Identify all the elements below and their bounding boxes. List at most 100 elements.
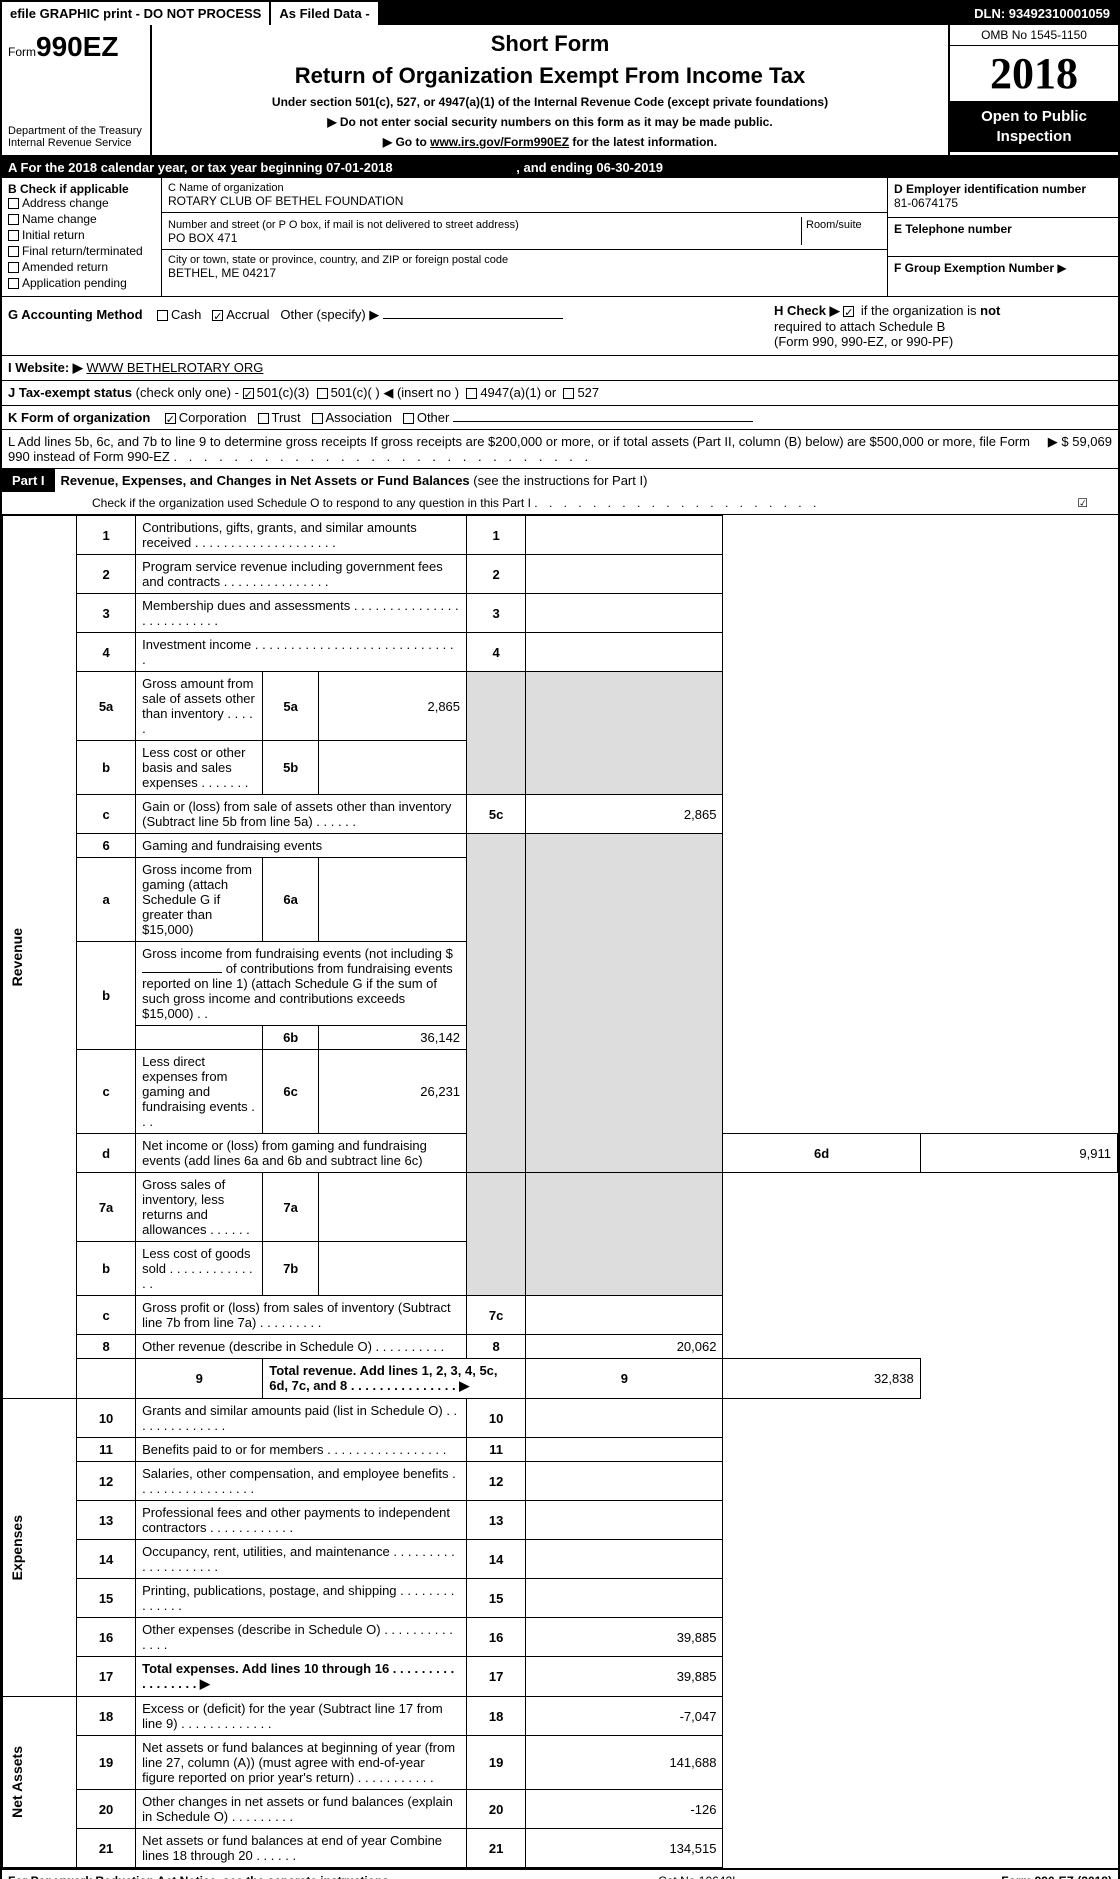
- efile-topbar: efile GRAPHIC print - DO NOT PROCESS As …: [2, 2, 1118, 25]
- b-label: B Check if applicable: [8, 182, 155, 196]
- j-paren: (check only one) -: [136, 385, 239, 400]
- h-text2: required to attach Schedule B: [774, 319, 945, 334]
- k-other: Other: [417, 410, 450, 425]
- header-center: Short Form Return of Organization Exempt…: [152, 25, 948, 155]
- j-501c: 501(c)( ): [331, 385, 380, 400]
- contrib-blank[interactable]: [142, 972, 222, 973]
- h-not: not: [980, 303, 1000, 318]
- col-b: B Check if applicable Address change Nam…: [2, 178, 162, 296]
- ssn-warning: ▶ Do not enter social security numbers o…: [327, 115, 772, 129]
- cb-name-change[interactable]: Name change: [8, 212, 155, 226]
- goto-link[interactable]: www.irs.gov/Form990EZ: [430, 135, 569, 149]
- omb-number: OMB No 1545-1150: [950, 25, 1118, 46]
- k-corp-chk[interactable]: [165, 413, 176, 424]
- d-label: D Employer identification number: [894, 182, 1112, 196]
- j-4947: 4947(a)(1) or: [480, 385, 556, 400]
- row-14: 14Occupancy, rent, utilities, and mainte…: [3, 1540, 1118, 1579]
- f-label: F Group Exemption Number: [894, 261, 1054, 275]
- e-label: E Telephone number: [894, 222, 1112, 236]
- k-label: K Form of organization: [8, 410, 150, 425]
- l-dots: . . . . . . . . . . . . . . . . . . . . …: [173, 449, 592, 464]
- row-17: 17Total expenses. Add lines 10 through 1…: [3, 1657, 1118, 1697]
- part-i-title-text: Revenue, Expenses, and Changes in Net As…: [61, 473, 470, 488]
- goto-pre: ▶ Go to: [383, 135, 430, 149]
- dept-treasury: Department of the Treasury Internal Reve…: [8, 125, 144, 149]
- k-trust-chk[interactable]: [258, 413, 269, 424]
- page-footer: For Paperwork Reduction Act Notice, see …: [2, 1868, 1118, 1879]
- col-def: D Employer identification number 81-0674…: [888, 178, 1118, 296]
- cb-initial-return[interactable]: Initial return: [8, 228, 155, 242]
- cb-amended-return[interactable]: Amended return: [8, 260, 155, 274]
- c-city-label: City or town, state or province, country…: [168, 254, 881, 266]
- form-prefix: Form: [8, 45, 36, 59]
- k-trust: Trust: [272, 410, 301, 425]
- c-city-row: City or town, state or province, country…: [162, 250, 887, 284]
- h-text3: (Form 990, 990-EZ, or 990-PF): [774, 334, 953, 349]
- i-value[interactable]: WWW BETHELROTARY ORG: [86, 360, 263, 375]
- j-label: J Tax-exempt status: [8, 385, 132, 400]
- goto-post: for the latest information.: [569, 135, 717, 149]
- j-tax-exempt: J Tax-exempt status (check only one) - 5…: [2, 381, 1118, 406]
- j-527-chk[interactable]: [563, 388, 574, 399]
- j-501c3: 501(c)(3): [257, 385, 310, 400]
- netassets-side: Net Assets: [3, 1697, 77, 1868]
- part-i-title: Revenue, Expenses, and Changes in Net As…: [55, 469, 1118, 492]
- f-row: F Group Exemption Number ▶: [888, 257, 1118, 296]
- k-other-line[interactable]: [453, 421, 753, 422]
- h-chk[interactable]: [843, 306, 854, 317]
- g-cash-chk[interactable]: [157, 310, 168, 321]
- row-7a: 7aGross sales of inventory, less returns…: [3, 1173, 1118, 1242]
- c-name-row: C Name of organization ROTARY CLUB OF BE…: [162, 178, 887, 213]
- row-a: A For the 2018 calendar year, or tax yea…: [2, 157, 1118, 178]
- row-8: 8Other revenue (describe in Schedule O) …: [3, 1335, 1118, 1359]
- d-value: 81-0674175: [894, 196, 1112, 210]
- l-amount: ▶ $ 59,069: [1048, 434, 1112, 464]
- h-check: H Check ▶ if the organization is not req…: [768, 297, 1118, 355]
- g-other-line[interactable]: [383, 318, 563, 319]
- header-right: OMB No 1545-1150 2018 Open to Public Ins…: [948, 25, 1118, 155]
- g-other: Other (specify) ▶: [280, 307, 379, 322]
- part-i-table: Revenue 1Contributions, gifts, grants, a…: [2, 515, 1118, 1868]
- row-19: 19Net assets or fund balances at beginni…: [3, 1736, 1118, 1790]
- row-3: 3Membership dues and assessments . . . .…: [3, 594, 1118, 633]
- row-21: 21Net assets or fund balances at end of …: [3, 1829, 1118, 1868]
- k-other-chk[interactable]: [403, 413, 414, 424]
- c-name-value: ROTARY CLUB OF BETHEL FOUNDATION: [168, 194, 881, 208]
- expenses-side: Expenses: [3, 1399, 77, 1697]
- part-i-sub-text: Check if the organization used Schedule …: [92, 496, 531, 510]
- j-527: 527: [577, 385, 599, 400]
- cb-final-return[interactable]: Final return/terminated: [8, 244, 155, 258]
- open-inspection: Open to Public Inspection: [950, 101, 1118, 152]
- g-accrual-chk[interactable]: [212, 310, 223, 321]
- h-text1: if the organization is: [861, 303, 977, 318]
- row-1: Revenue 1Contributions, gifts, grants, a…: [3, 516, 1118, 555]
- row-a-end: , and ending 06-30-2019: [516, 160, 663, 175]
- cb-application-pending[interactable]: Application pending: [8, 276, 155, 290]
- cb-address-change[interactable]: Address change: [8, 196, 155, 210]
- dln-label: DLN: 93492310001059: [966, 2, 1118, 25]
- dept-line1: Department of the Treasury: [8, 125, 144, 137]
- goto-note: ▶ Go to www.irs.gov/Form990EZ for the la…: [383, 135, 717, 149]
- h-label: H Check ▶: [774, 303, 840, 318]
- i-website: I Website: ▶ WWW BETHELROTARY ORG: [2, 356, 1118, 381]
- row-4: 4Investment income . . . . . . . . . . .…: [3, 633, 1118, 672]
- short-form-title: Short Form: [491, 31, 610, 57]
- subtitle: Under section 501(c), 527, or 4947(a)(1)…: [272, 95, 828, 109]
- row-15: 15Printing, publications, postage, and s…: [3, 1579, 1118, 1618]
- k-assoc: Association: [326, 410, 392, 425]
- k-assoc-chk[interactable]: [312, 413, 323, 424]
- asfiled-label: As Filed Data -: [271, 2, 379, 25]
- footer-mid: Cat No 10642I: [658, 1874, 735, 1879]
- row-2: 2Program service revenue including gover…: [3, 555, 1118, 594]
- revenue-side: Revenue: [3, 516, 77, 1399]
- k-form-of-org: K Form of organization Corporation Trust…: [2, 406, 1118, 430]
- j-501c-chk[interactable]: [317, 388, 328, 399]
- row-a-begin: A For the 2018 calendar year, or tax yea…: [8, 160, 393, 175]
- j-4947-chk[interactable]: [466, 388, 477, 399]
- row-7c: cGross profit or (loss) from sales of in…: [3, 1296, 1118, 1335]
- row-13: 13Professional fees and other payments t…: [3, 1501, 1118, 1540]
- c-city-value: BETHEL, ME 04217: [168, 266, 881, 280]
- footer-left: For Paperwork Reduction Act Notice, see …: [8, 1874, 392, 1879]
- j-501c3-chk[interactable]: [243, 388, 254, 399]
- header-left: Form990EZ Department of the Treasury Int…: [2, 25, 152, 155]
